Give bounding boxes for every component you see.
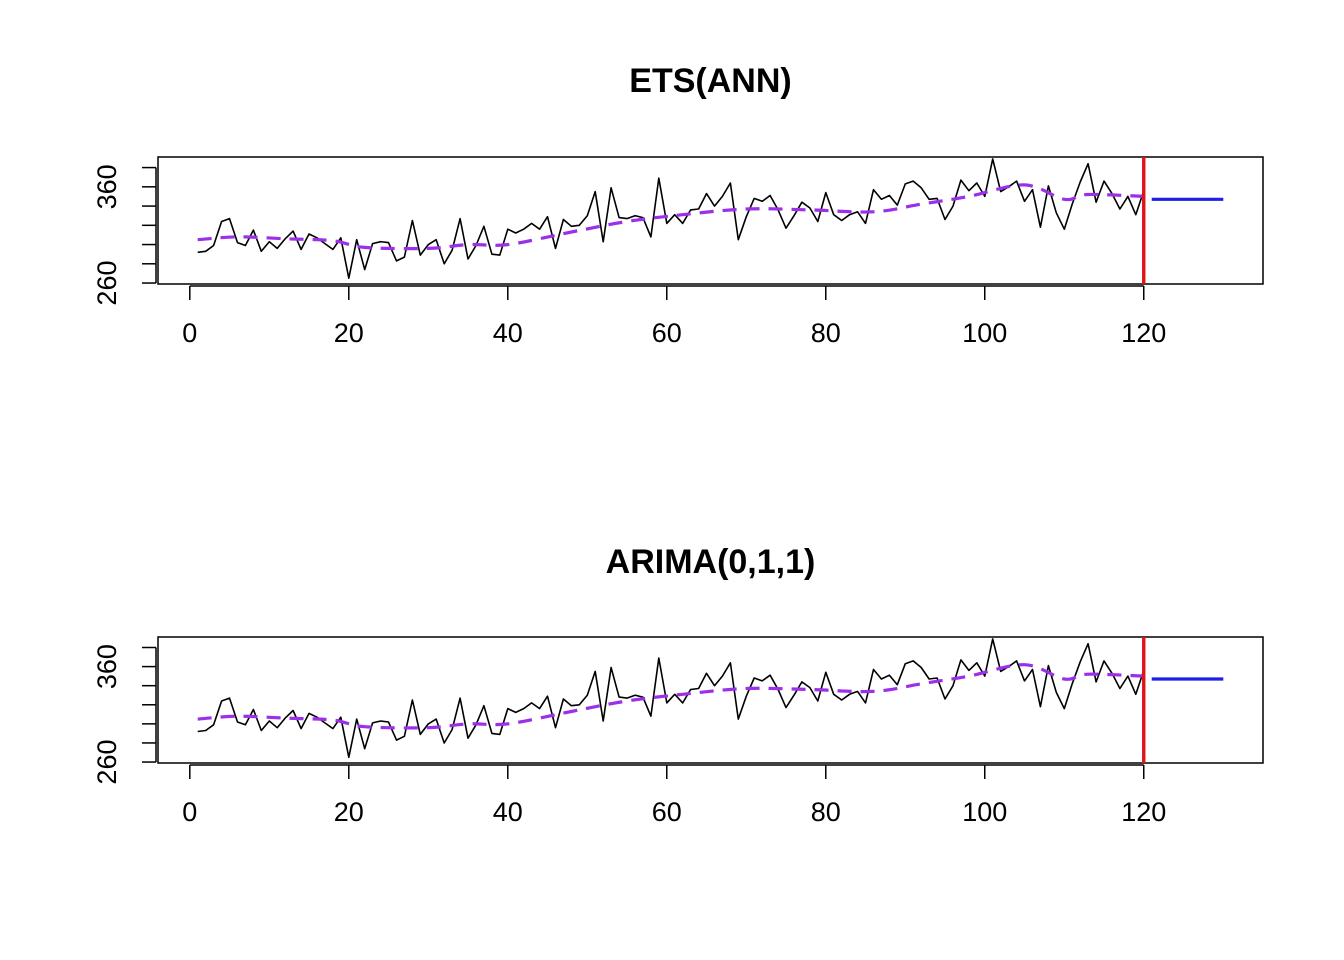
y-tick-label: 260 (92, 261, 122, 306)
series-fitted (197, 183, 1144, 251)
x-tick-label: 20 (334, 797, 364, 827)
x-tick-label: 80 (811, 318, 841, 348)
x-tick-label: 100 (962, 797, 1007, 827)
series-actuals (197, 638, 1145, 759)
panel-2: ARIMA(0,1,1) 0 20 40 60 80 100 120 260 360 (92, 543, 1264, 827)
plot-frame (157, 636, 1264, 764)
x-tick-label: 0 (182, 797, 197, 827)
y-tick-label: 360 (92, 644, 122, 689)
panel-1: ETS(ANN) 0 20 40 60 80 100 120 260 360 (92, 62, 1264, 348)
plot-frame (157, 156, 1264, 285)
x-tick-label: 20 (334, 318, 364, 348)
x-tick-label: 100 (962, 318, 1007, 348)
chart-title: ARIMA(0,1,1) (606, 543, 816, 581)
x-tick-label: 60 (652, 797, 682, 827)
chart-title: ETS(ANN) (629, 62, 791, 100)
series-actuals (197, 158, 1145, 279)
y-tick-label: 360 (92, 164, 122, 209)
x-tick-label: 40 (493, 318, 523, 348)
y-tick-label: 260 (92, 740, 122, 785)
x-tick-label: 40 (493, 797, 523, 827)
series-fitted (197, 663, 1144, 730)
x-tick-label: 0 (182, 318, 197, 348)
x-tick-label: 80 (811, 797, 841, 827)
x-tick-label: 120 (1121, 318, 1166, 348)
x-tick-label: 120 (1121, 797, 1166, 827)
x-tick-label: 60 (652, 318, 682, 348)
